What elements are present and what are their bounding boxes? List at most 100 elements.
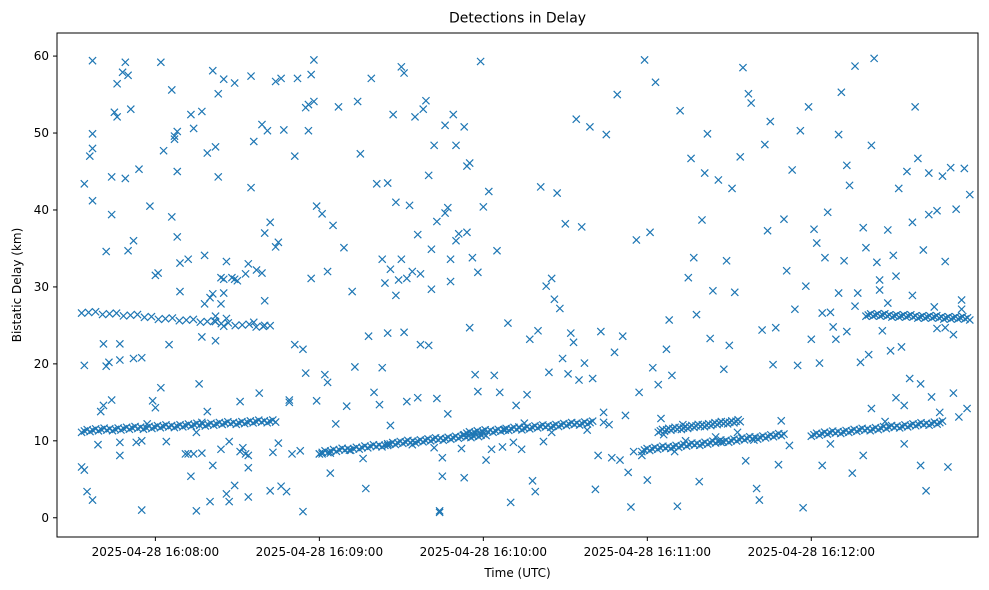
data-point: [156, 383, 165, 392]
data-point: [175, 259, 185, 268]
x-axis: 2025-04-28 16:08:00 2025-04-28 16:09:00 20…: [92, 537, 875, 559]
data-point: [121, 174, 130, 183]
data-point: [517, 445, 526, 454]
data-point: [942, 313, 951, 322]
data-point: [118, 68, 127, 77]
data-point: [91, 307, 100, 316]
data-point: [665, 315, 674, 325]
data-point: [883, 299, 892, 308]
data-point: [741, 456, 750, 465]
data-point: [154, 315, 163, 324]
data-point: [758, 325, 767, 335]
data-point: [577, 222, 586, 231]
data-point: [443, 203, 452, 212]
data-point: [380, 279, 389, 288]
data-point: [747, 98, 756, 108]
data-point: [167, 85, 176, 94]
data-point: [771, 323, 780, 332]
data-point: [214, 89, 223, 98]
data-point: [722, 256, 731, 265]
data-point: [214, 172, 223, 181]
data-point: [112, 309, 121, 318]
data-point: [104, 358, 113, 367]
data-point: [856, 358, 865, 367]
data-point: [482, 456, 491, 465]
y-tick-label: 20: [34, 357, 49, 371]
data-point: [339, 243, 348, 252]
data-point: [298, 507, 307, 516]
data-point: [441, 209, 450, 218]
data-point: [173, 232, 182, 241]
data-point: [249, 318, 258, 327]
data-point: [954, 412, 963, 421]
data-point: [883, 225, 892, 235]
data-point: [389, 110, 398, 119]
data-point: [383, 439, 392, 448]
data-point: [93, 440, 103, 449]
data-point: [695, 477, 704, 486]
data-point: [432, 394, 441, 403]
plot-frame: [56, 32, 979, 538]
data-point: [236, 397, 245, 406]
data-point: [697, 215, 706, 225]
data-point: [416, 340, 425, 349]
data-point: [859, 451, 868, 460]
data-point: [840, 256, 849, 265]
data-point: [777, 416, 786, 425]
data-point: [558, 354, 567, 363]
data-point: [588, 417, 597, 426]
data-point: [402, 274, 411, 283]
data-point: [588, 374, 597, 383]
data-point: [553, 189, 562, 198]
data-point: [364, 332, 373, 341]
data-point: [484, 187, 493, 196]
data-point: [763, 226, 772, 235]
data-point: [266, 218, 275, 227]
data-point: [309, 55, 318, 64]
data-point: [826, 439, 835, 448]
data-point: [572, 115, 581, 124]
data-point: [755, 496, 764, 505]
data-point: [80, 179, 89, 188]
data-point: [460, 122, 469, 131]
data-point: [774, 460, 783, 469]
data-point: [386, 421, 395, 430]
data-point: [796, 126, 805, 135]
data-point: [629, 447, 638, 456]
data-point: [449, 110, 458, 119]
data-point: [350, 362, 359, 371]
data-point: [410, 112, 420, 121]
data-point: [845, 181, 854, 190]
data-point: [523, 390, 532, 399]
data-point: [908, 291, 917, 300]
x-tick-label: 2025-04-28 16:12:00: [748, 545, 875, 559]
data-point: [635, 388, 644, 397]
data-point: [738, 63, 747, 72]
data-point: [503, 319, 512, 328]
data-point: [818, 309, 827, 318]
data-point: [869, 312, 878, 321]
data-point: [173, 127, 182, 136]
data-point: [842, 327, 851, 336]
data-point: [610, 348, 619, 357]
data-point: [225, 497, 234, 506]
data-point: [225, 437, 234, 446]
data-point: [119, 311, 128, 320]
data-point: [815, 359, 824, 368]
data-point: [651, 78, 660, 87]
data-point: [400, 328, 409, 337]
data-point: [949, 313, 958, 322]
data-point: [427, 245, 436, 254]
data-point: [309, 97, 318, 106]
data-point: [525, 335, 534, 344]
data-point: [304, 100, 313, 109]
data-point: [413, 230, 422, 239]
data-point: [804, 102, 813, 111]
data-point: [206, 497, 215, 506]
data-point: [708, 286, 717, 295]
data-point: [326, 469, 335, 478]
data-point: [809, 225, 819, 234]
data-point: [307, 70, 316, 79]
data-point: [98, 310, 107, 319]
data-point: [457, 444, 466, 453]
